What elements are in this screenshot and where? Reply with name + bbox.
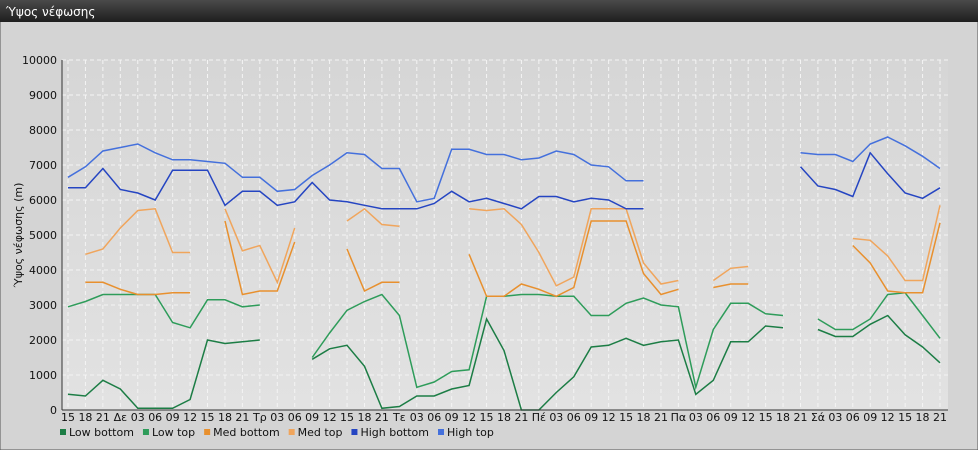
x-tick-label: 09	[445, 411, 459, 424]
x-tick-label: 03	[270, 411, 284, 424]
legend-label: Med top	[298, 426, 343, 439]
legend-swatch	[288, 429, 295, 435]
x-tick-label: 15	[61, 411, 75, 424]
x-tick-label: 09	[724, 411, 738, 424]
x-tick-label: 21	[654, 411, 668, 424]
x-tick-label: 15	[480, 411, 494, 424]
x-tick-label: 21	[793, 411, 807, 424]
y-tick-label: 5000	[29, 229, 57, 242]
legend-swatch	[204, 429, 211, 435]
x-tick-label: 12	[741, 411, 755, 424]
legend-label: Low bottom	[69, 426, 134, 439]
x-tick-label: 18	[357, 411, 371, 424]
y-tick-label: 0	[50, 404, 57, 417]
x-tick-label: 21	[96, 411, 110, 424]
x-tick-label: 06	[288, 411, 302, 424]
x-tick-label: 12	[323, 411, 337, 424]
y-tick-label: 8000	[29, 124, 57, 137]
x-tick-label: 15	[619, 411, 633, 424]
x-tick-label: 06	[427, 411, 441, 424]
x-tick-label: Τρ	[252, 411, 267, 424]
x-tick-label: 09	[305, 411, 319, 424]
x-tick-label: 18	[916, 411, 930, 424]
x-tick-label: 06	[706, 411, 720, 424]
x-tick-label: 18	[776, 411, 790, 424]
x-tick-label: 12	[183, 411, 197, 424]
x-tick-label: 03	[689, 411, 703, 424]
x-tick-label: 06	[148, 411, 162, 424]
legend-swatch	[142, 429, 149, 435]
x-tick-label: Πα	[671, 411, 687, 424]
x-tick-label: 15	[340, 411, 354, 424]
x-tick-label: 15	[759, 411, 773, 424]
series-line	[85, 220, 941, 298]
y-tick-label: 2000	[29, 334, 57, 347]
legend-label: Low top	[152, 426, 195, 439]
x-tick-label: Σά	[811, 411, 825, 424]
series-line	[67, 136, 941, 203]
x-tick-label: 21	[235, 411, 249, 424]
x-tick-label: 03	[131, 411, 145, 424]
legend-swatch	[351, 429, 358, 435]
x-tick-label: 12	[881, 411, 895, 424]
y-tick-label: 6000	[29, 194, 57, 207]
x-tick-label: 12	[602, 411, 616, 424]
x-tick-label: 06	[846, 411, 860, 424]
x-tick-label: 03	[828, 411, 842, 424]
title-bar	[0, 0, 978, 22]
x-tick-label: 03	[549, 411, 563, 424]
x-tick-label: 21	[933, 411, 947, 424]
x-tick-label: 09	[863, 411, 877, 424]
x-tick-label: 09	[584, 411, 598, 424]
x-tick-label: 18	[637, 411, 651, 424]
x-tick-label: 21	[375, 411, 389, 424]
legend-label: Med bottom	[213, 426, 280, 439]
x-tick-label: 09	[166, 411, 180, 424]
y-tick-label: 9000	[29, 89, 57, 102]
x-tick-label: 15	[898, 411, 912, 424]
x-tick-label: 06	[567, 411, 581, 424]
x-tick-label: 03	[410, 411, 424, 424]
y-axis-label: Ύψος νέφωσης (m)	[12, 183, 25, 289]
x-tick-label: Πέ	[532, 411, 546, 424]
x-tick-label: 18	[218, 411, 232, 424]
x-tick-label: 15	[201, 411, 215, 424]
series-line	[68, 151, 941, 210]
y-tick-label: 10000	[22, 54, 57, 67]
y-tick-label: 7000	[29, 159, 57, 172]
series-line	[67, 314, 941, 411]
x-tick-label: Δε	[114, 411, 128, 424]
window-title: Ύψος νέφωσης	[5, 5, 95, 19]
legend-label: High bottom	[360, 426, 429, 439]
y-tick-label: 3000	[29, 299, 57, 312]
series-line	[85, 205, 941, 287]
x-tick-label: 18	[78, 411, 92, 424]
y-tick-label: 4000	[29, 264, 57, 277]
x-tick-label: Τε	[392, 411, 406, 424]
legend-swatch	[438, 429, 444, 435]
series-line	[67, 292, 941, 391]
x-tick-label: 18	[497, 411, 511, 424]
x-tick-label: 12	[462, 411, 476, 424]
y-tick-label: 1000	[29, 369, 57, 382]
legend-swatch	[60, 429, 66, 435]
legend-label: High top	[447, 426, 494, 439]
x-tick-label: 21	[514, 411, 528, 424]
